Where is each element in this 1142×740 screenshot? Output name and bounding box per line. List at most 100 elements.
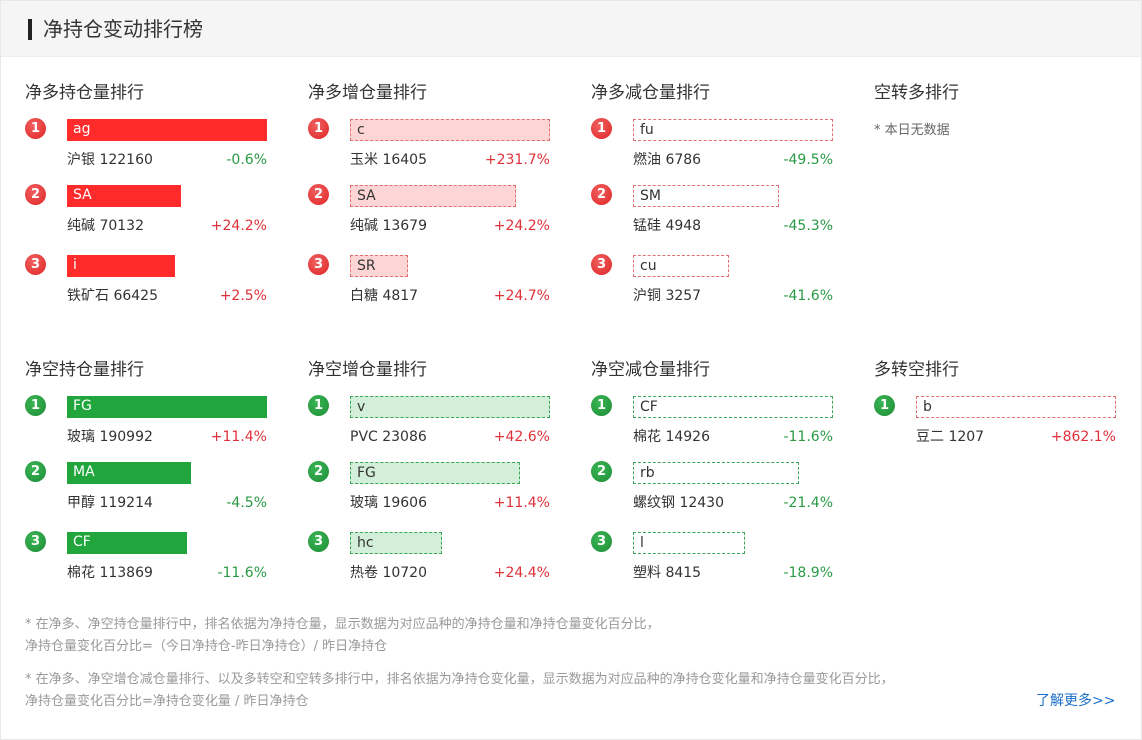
contract-name-value: 锰硅 4948 <box>633 218 702 234</box>
rank-item[interactable]: 1 v PVC 23086 +42.6% <box>308 395 568 455</box>
contract-bar[interactable]: CF <box>67 532 187 554</box>
rank-section: 净多持仓量排行 1 ag 沪银 122160 -0.6% 2 SA 纯碱 70132 +24.2… <box>25 81 285 304</box>
contract-name-value: 纯碱 70132 <box>67 218 144 234</box>
contract-bar[interactable]: CF <box>633 396 833 418</box>
contract-name-value: 甲醇 119214 <box>67 495 153 511</box>
rank-item[interactable]: 2 SA 纯碱 13679 +24.2% <box>308 184 568 244</box>
rank-badge: 3 <box>308 254 329 275</box>
rank-item[interactable]: 2 SA 纯碱 70132 +24.2% <box>25 184 285 244</box>
rank-badge: 1 <box>874 395 895 416</box>
contract-bar[interactable]: FG <box>67 396 267 418</box>
rank-item[interactable]: 1 c 玉米 16405 +231.7% <box>308 118 568 178</box>
contract-name-value: PVC 23086 <box>350 429 427 445</box>
rank-badge: 2 <box>308 461 329 482</box>
rank-badge: 3 <box>25 531 46 552</box>
contract-bar[interactable]: SM <box>633 185 779 207</box>
change-percent: +11.4% <box>493 495 550 511</box>
contract-bar[interactable]: rb <box>633 462 799 484</box>
rank-item[interactable]: 3 l 塑料 8415 -18.9% <box>591 531 851 591</box>
contract-name-value: 沪银 122160 <box>67 152 153 168</box>
rank-item[interactable]: 3 cu 沪铜 3257 -41.6% <box>591 254 851 314</box>
section-title: 净多增仓量排行 <box>308 83 427 103</box>
change-percent: -45.3% <box>783 218 833 234</box>
rank-badge: 2 <box>591 461 612 482</box>
contract-bar[interactable]: hc <box>350 532 442 554</box>
rank-section: 净空增仓量排行 1 v PVC 23086 +42.6% 2 FG 玻璃 19606 +11.4… <box>308 358 568 581</box>
rank-badge: 2 <box>308 184 329 205</box>
change-percent: +42.6% <box>493 429 550 445</box>
section-title: 净多持仓量排行 <box>25 83 144 103</box>
contract-name-value: 玻璃 19606 <box>350 495 427 511</box>
rank-item[interactable]: 3 CF 棉花 113869 -11.6% <box>25 531 285 591</box>
rank-item[interactable]: 2 MA 甲醇 119214 -4.5% <box>25 461 285 521</box>
section-title: 多转空排行 <box>874 360 959 380</box>
section-title: 净空减仓量排行 <box>591 360 710 380</box>
section-title: 空转多排行 <box>874 83 959 103</box>
rank-item[interactable]: 1 CF 棉花 14926 -11.6% <box>591 395 851 455</box>
title-accent-bar <box>28 19 32 40</box>
note-line: 净持仓量变化百分比=（今日净持仓-昨日净持仓）/ 昨日净持仓 <box>25 639 388 654</box>
rank-item[interactable]: 1 FG 玻璃 190992 +11.4% <box>25 395 285 455</box>
contract-name-value: 沪铜 3257 <box>633 288 702 304</box>
contract-name-value: 豆二 1207 <box>916 429 985 445</box>
rank-section: 空转多排行 * 本日无数据 <box>874 81 1134 301</box>
rank-badge: 3 <box>591 254 612 275</box>
rank-item[interactable]: 3 i 铁矿石 66425 +2.5% <box>25 254 285 314</box>
contract-name-value: 燃油 6786 <box>633 152 702 168</box>
change-percent: +11.4% <box>210 429 267 445</box>
page-title: 净持仓变动排行榜 <box>43 17 203 41</box>
rank-item[interactable]: 2 SM 锰硅 4948 -45.3% <box>591 184 851 244</box>
contract-bar[interactable]: l <box>633 532 745 554</box>
contract-bar[interactable]: v <box>350 396 550 418</box>
contract-bar[interactable]: SR <box>350 255 408 277</box>
contract-name-value: 螺纹钢 12430 <box>633 495 724 511</box>
contract-bar[interactable]: b <box>916 396 1116 418</box>
rank-badge: 1 <box>25 395 46 416</box>
contract-bar[interactable]: SA <box>67 185 181 207</box>
rank-section: 净空减仓量排行 1 CF 棉花 14926 -11.6% 2 rb 螺纹钢 12430 -21.… <box>591 358 851 581</box>
contract-bar[interactable]: ag <box>67 119 267 141</box>
rank-section: 净空持仓量排行 1 FG 玻璃 190992 +11.4% 2 MA 甲醇 119214 -4.… <box>25 358 285 581</box>
rank-item[interactable]: 3 SR 白糖 4817 +24.7% <box>308 254 568 314</box>
change-percent: +24.2% <box>210 218 267 234</box>
rank-badge: 1 <box>591 395 612 416</box>
rank-item[interactable]: 3 hc 热卷 10720 +24.4% <box>308 531 568 591</box>
contract-name-value: 铁矿石 66425 <box>67 288 158 304</box>
contract-name-value: 纯碱 13679 <box>350 218 427 234</box>
change-percent: +24.2% <box>493 218 550 234</box>
contract-bar[interactable]: i <box>67 255 175 277</box>
contract-bar[interactable]: c <box>350 119 550 141</box>
contract-bar[interactable]: SA <box>350 185 516 207</box>
rank-badge: 3 <box>591 531 612 552</box>
rank-item[interactable]: 2 rb 螺纹钢 12430 -21.4% <box>591 461 851 521</box>
section-title: 净空持仓量排行 <box>25 360 144 380</box>
rank-item[interactable]: 2 FG 玻璃 19606 +11.4% <box>308 461 568 521</box>
rank-section: 多转空排行 1 b 豆二 1207 +862.1% <box>874 358 1134 578</box>
contract-bar[interactable]: fu <box>633 119 833 141</box>
change-percent: +862.1% <box>1050 429 1116 445</box>
rank-item[interactable]: 1 b 豆二 1207 +862.1% <box>874 395 1134 455</box>
rank-badge: 2 <box>25 461 46 482</box>
contract-bar[interactable]: cu <box>633 255 729 277</box>
learn-more-link[interactable]: 了解更多>> <box>1036 693 1116 709</box>
rank-section: 净多减仓量排行 1 fu 燃油 6786 -49.5% 2 SM 锰硅 4948 -45.3% 3… <box>591 81 851 304</box>
contract-bar[interactable]: MA <box>67 462 191 484</box>
change-percent: +24.4% <box>493 565 550 581</box>
change-percent: -0.6% <box>226 152 267 168</box>
rank-item[interactable]: 1 ag 沪银 122160 -0.6% <box>25 118 285 178</box>
rank-item[interactable]: 1 fu 燃油 6786 -49.5% <box>591 118 851 178</box>
rank-badge: 3 <box>25 254 46 275</box>
empty-notice: * 本日无数据 <box>874 123 950 138</box>
section-title: 净空增仓量排行 <box>308 360 427 380</box>
contract-name-value: 热卷 10720 <box>350 565 427 581</box>
change-percent: -4.5% <box>226 495 267 511</box>
contract-bar[interactable]: FG <box>350 462 520 484</box>
change-percent: +2.5% <box>219 288 267 304</box>
note-line: 净持仓量变化百分比=净持仓变化量 / 昨日净持仓 <box>25 694 309 709</box>
rank-badge: 3 <box>308 531 329 552</box>
rank-badge: 1 <box>591 118 612 139</box>
change-percent: +24.7% <box>493 288 550 304</box>
rank-section: 净多增仓量排行 1 c 玉米 16405 +231.7% 2 SA 纯碱 13679 +24.2… <box>308 81 568 304</box>
change-percent: +231.7% <box>484 152 550 168</box>
